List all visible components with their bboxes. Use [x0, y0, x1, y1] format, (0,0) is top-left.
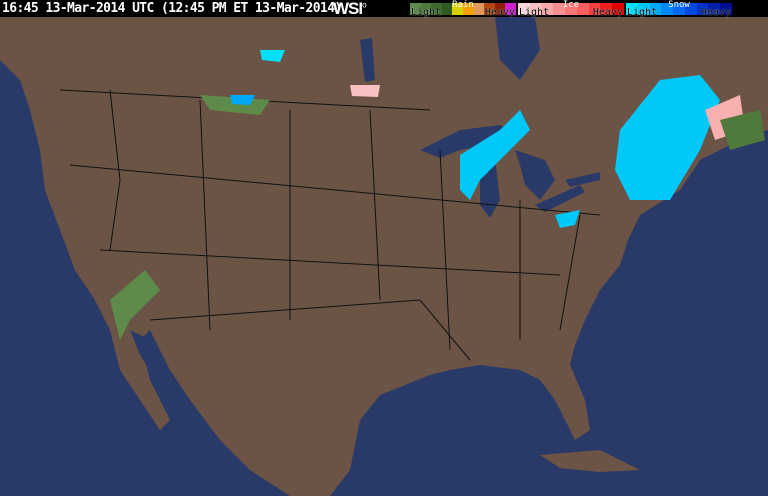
legend-snow-light: Light	[627, 7, 658, 18]
legend-swatch	[661, 3, 674, 15]
legend-ice-title: Ice	[562, 0, 580, 10]
legend-swatch	[494, 3, 506, 15]
legend-swatch	[441, 3, 453, 15]
legend-swatch	[518, 3, 530, 15]
legend-swatch	[720, 3, 733, 15]
legend-swatch	[600, 3, 613, 15]
legend-swatch	[612, 3, 625, 15]
legend-swatch	[637, 3, 650, 15]
legend-rain-heavy: Heavy	[484, 7, 515, 18]
legend-swatch	[452, 3, 463, 15]
snow-area-great-lakes	[460, 110, 530, 200]
lake-huron	[515, 150, 555, 200]
legend-rain: Light Rain Heavy	[410, 0, 516, 18]
legend-swatch	[410, 3, 421, 15]
lake-erie	[535, 185, 585, 212]
legend-swatch	[684, 3, 697, 15]
legend-rain-title: Rain	[452, 0, 474, 10]
legend-ice-light: Light	[519, 7, 550, 18]
cuba	[540, 450, 640, 472]
legend-swatch	[553, 3, 566, 15]
legend-snow-heavy: Heavy	[700, 7, 731, 18]
legend-ice-heavy: Heavy	[592, 7, 623, 18]
lake-ontario	[565, 172, 600, 187]
legend-swatch	[505, 3, 516, 15]
snow-area-alberta	[260, 50, 285, 62]
land-north-america	[0, 17, 768, 496]
legend-swatch	[576, 3, 589, 15]
legend-swatch	[626, 3, 638, 15]
legend-swatch	[420, 3, 432, 15]
gulf-of-california	[130, 330, 175, 395]
legend-swatch	[588, 3, 601, 15]
legend-swatch	[565, 3, 577, 15]
legend-rain-light: Light	[411, 7, 442, 18]
rain-area-nova-scotia	[720, 110, 765, 150]
legend-swatch	[462, 3, 474, 15]
legend-swatch	[696, 3, 709, 15]
legend-snow: Light Snow Heavy	[626, 0, 733, 18]
ice-area-manitoba	[350, 85, 380, 97]
rain-area-southwest	[110, 270, 160, 340]
legend-swatch	[673, 3, 685, 15]
legend-swatch	[473, 3, 485, 15]
header-bar: 16:45 13-Mar-2014 UTC (12:45 PM ET 13-Ma…	[0, 0, 768, 18]
timestamp: 16:45 13-Mar-2014 UTC (12:45 PM ET 13-Ma…	[2, 1, 342, 16]
legend-swatch	[529, 3, 542, 15]
snow-area-mid-atlantic	[555, 210, 580, 228]
legend-swatch	[708, 3, 721, 15]
legend-snow-title: Snow	[668, 0, 690, 10]
snow-area-montana	[230, 95, 255, 105]
hudson-bay	[495, 17, 540, 80]
wsi-logo: WSIo	[333, 0, 367, 18]
lake-winnipeg	[360, 38, 375, 82]
legend-swatch	[541, 3, 554, 15]
legend-ice: Light Ice Heavy	[518, 0, 625, 18]
snow-area-northeast	[615, 75, 720, 200]
legend-swatch	[649, 3, 662, 15]
legend-swatch	[431, 3, 442, 15]
precipitation	[110, 50, 765, 340]
legend-swatch	[484, 3, 495, 15]
